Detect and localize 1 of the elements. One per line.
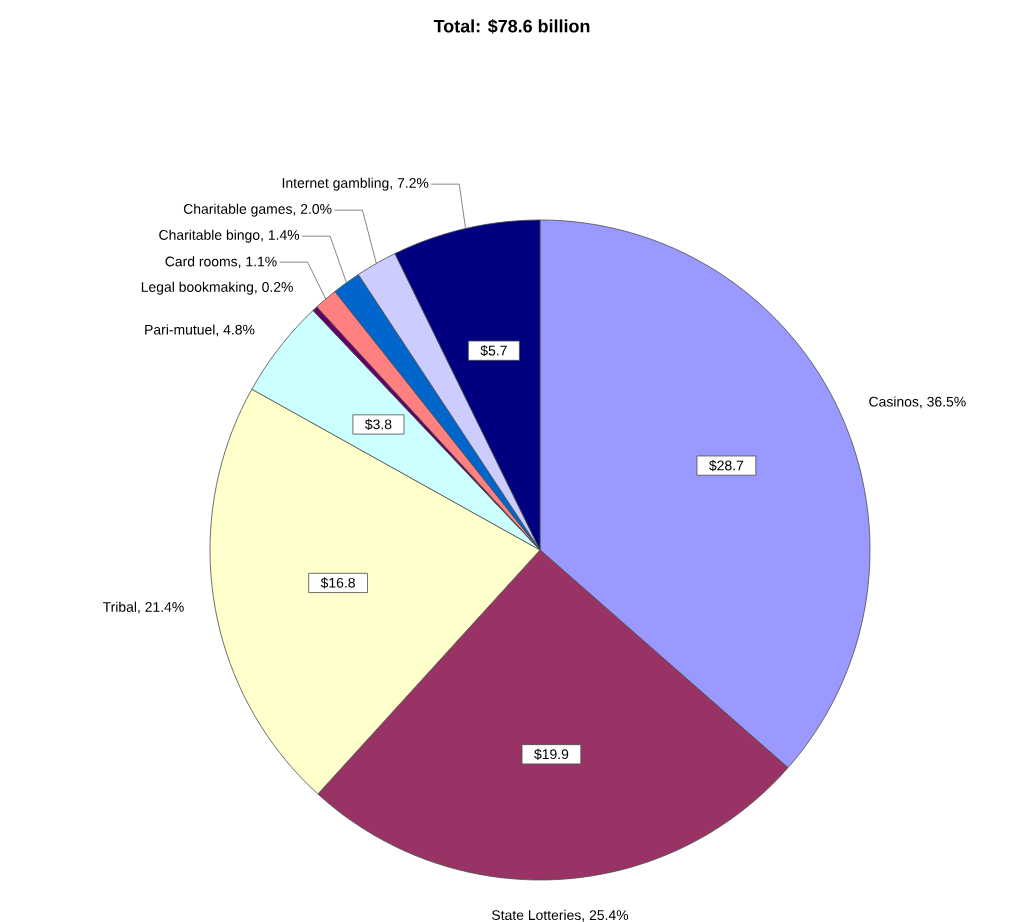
chart-title: Total: $78.6 billion	[433, 19, 590, 34]
